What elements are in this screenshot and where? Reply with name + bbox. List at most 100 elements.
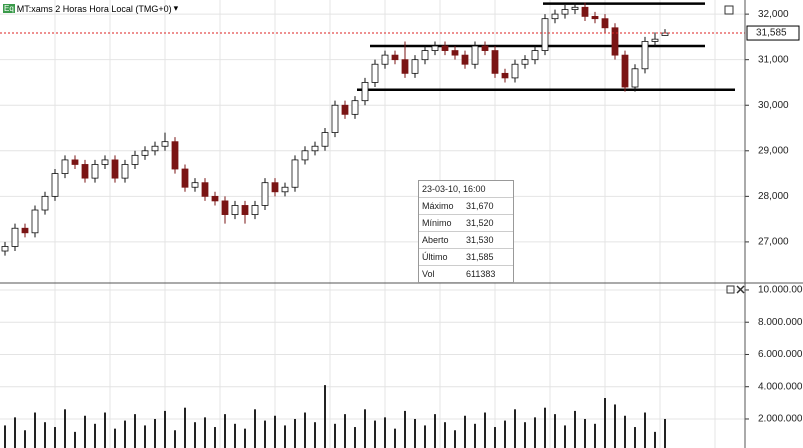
volume-bar xyxy=(524,422,526,448)
tooltip-key: Vol xyxy=(422,269,435,279)
tooltip-row: Mínimo 31,520 xyxy=(419,214,513,231)
volume-bar xyxy=(394,428,396,448)
candle-body xyxy=(491,50,499,74)
candle-body xyxy=(261,182,269,206)
last-price-label: 31,585 xyxy=(756,28,787,39)
tooltip-key: Mínimo xyxy=(422,218,452,228)
volume-bar xyxy=(124,420,126,448)
tooltip-key: Aberto xyxy=(422,235,449,245)
tooltip-key: Máximo xyxy=(422,201,454,211)
volume-bar xyxy=(544,407,546,448)
maximize-button[interactable] xyxy=(724,5,734,15)
candle-body xyxy=(31,209,39,234)
candle-body xyxy=(171,141,179,170)
volume-bar xyxy=(264,420,266,448)
volume-bar xyxy=(504,420,506,448)
candle-body xyxy=(561,9,569,15)
y-tick-label: 6.000.000 xyxy=(758,349,803,360)
chart-header[interactable]: Eq MT:xams 2 Horas Hora Local (TMG+0) ▾ xyxy=(3,3,178,14)
candle-body xyxy=(431,45,439,51)
candle-body xyxy=(631,68,639,88)
candle-body xyxy=(541,18,549,51)
volume-bar xyxy=(4,425,6,448)
candle-body xyxy=(521,59,529,65)
candle-body xyxy=(391,54,399,61)
candle-body xyxy=(111,159,119,179)
candle-body xyxy=(461,54,469,65)
candle-body xyxy=(441,45,449,51)
candle-body xyxy=(511,63,519,79)
candle-body xyxy=(21,227,29,234)
tooltip-row: Último 31,585 xyxy=(419,248,513,265)
close-button[interactable] xyxy=(736,285,745,294)
volume-bar xyxy=(624,415,626,448)
volume-bar xyxy=(634,427,636,448)
candle-body xyxy=(71,159,79,165)
volume-bar xyxy=(44,422,46,448)
candle-body xyxy=(341,104,349,115)
volume-bar xyxy=(154,418,156,448)
volume-bar xyxy=(404,410,406,448)
volume-bar xyxy=(184,407,186,448)
volume-bar xyxy=(474,423,476,448)
volume-bar xyxy=(294,418,296,448)
volume-bar xyxy=(494,427,496,448)
y-tick-label: 2.000.000 xyxy=(758,414,803,425)
candle-body xyxy=(51,173,59,197)
volume-bar xyxy=(554,414,556,448)
tooltip-row: Vol 611383 xyxy=(419,265,513,282)
volume-bar xyxy=(324,385,326,448)
icon: Eq xyxy=(3,4,15,13)
candle-body xyxy=(181,168,189,188)
candle-body xyxy=(531,50,539,61)
volume-bar xyxy=(644,412,646,448)
y-tick-label: 8.000.000 xyxy=(758,317,803,328)
y-tick-label: 32,000 xyxy=(758,9,789,20)
candle-body xyxy=(91,164,99,179)
volume-bar xyxy=(384,417,386,448)
volume-bar xyxy=(654,431,656,448)
volume-bar xyxy=(34,412,36,448)
candle-body xyxy=(331,104,339,133)
tooltip-value: 31,670 xyxy=(466,201,494,211)
volume-bar xyxy=(454,430,456,448)
tooltip-value: 31,530 xyxy=(466,235,494,245)
volume-bar xyxy=(224,414,226,448)
volume-bar xyxy=(574,410,576,448)
candle-body xyxy=(401,59,409,74)
volume-bar xyxy=(464,415,466,448)
volume-bar xyxy=(64,409,66,448)
candle-body xyxy=(281,186,289,193)
tooltip: 23-03-10, 16:00 Máximo 31,670 Mínimo 31,520… xyxy=(418,180,514,283)
maximize-button[interactable] xyxy=(726,285,735,294)
candle-body xyxy=(61,159,69,174)
volume-bar xyxy=(234,423,236,448)
y-tick-label: 30,000 xyxy=(758,100,789,111)
volume-bar xyxy=(194,422,196,448)
candle-body xyxy=(161,141,169,147)
candle-body xyxy=(291,159,299,188)
tooltip-value: 31,585 xyxy=(466,252,494,262)
candle-body xyxy=(361,82,369,102)
tooltip-value: 31,520 xyxy=(466,218,494,228)
candle-body xyxy=(271,182,279,193)
candle-body xyxy=(1,246,9,252)
volume-bar xyxy=(344,414,346,448)
candle-body xyxy=(551,13,559,20)
volume-bar xyxy=(74,431,76,448)
candle-body xyxy=(371,63,379,83)
candle-body xyxy=(571,6,579,10)
volume-bar xyxy=(174,430,176,448)
candle-body xyxy=(121,164,129,179)
dropdown-arrow: ▾ xyxy=(173,3,179,13)
candle-body xyxy=(11,227,19,247)
volume-bar xyxy=(484,412,486,448)
candle-body xyxy=(611,27,619,56)
tooltip-date: 23-03-10, 16:00 xyxy=(422,184,486,194)
volume-bar xyxy=(664,418,666,448)
candle-body xyxy=(451,50,459,56)
candle-body xyxy=(81,164,89,179)
volume-bar xyxy=(114,428,116,448)
volume-bar xyxy=(594,423,596,448)
